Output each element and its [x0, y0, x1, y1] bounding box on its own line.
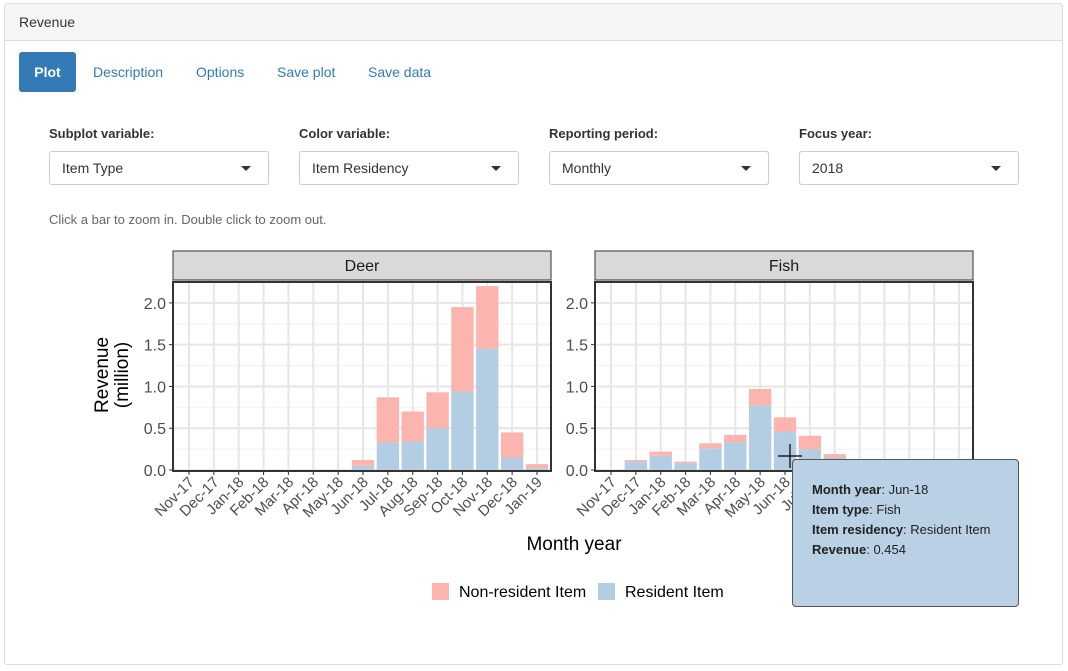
bar-resident-feb-18: [674, 463, 697, 470]
y-tick-label: 0.5: [144, 421, 166, 438]
focus-year-label: Focus year:: [799, 126, 872, 141]
reporting-period-label: Reporting period:: [549, 126, 659, 141]
bar-resident-aug-18: [401, 441, 424, 470]
y-tick-label: 0.5: [566, 421, 588, 438]
color-variable-value: Item Residency: [312, 160, 409, 176]
bar-resident-jan-18: [649, 455, 672, 470]
tooltip-residency-label: Item residency: [812, 522, 904, 537]
y-axis-title: Revenue(million): [92, 337, 133, 413]
tab-save-plot[interactable]: Save plot: [277, 64, 336, 80]
y-tick-label: 1.5: [566, 338, 588, 355]
bar-nonresident-jun-18: [773, 417, 797, 433]
y-axis-title-line: (million): [112, 342, 133, 409]
bar-resident-jan-19: [525, 468, 549, 470]
legend-swatch: [432, 583, 449, 600]
facet-fish: Fish0.00.51.01.52.0Nov-17Dec-17Jan-18Feb…: [566, 250, 974, 521]
subplot-variable-value: Item Type: [62, 160, 124, 176]
tooltip-type-value: Fish: [876, 502, 901, 517]
x-axis-title: Month year: [526, 534, 622, 555]
bar-nonresident-mar-18: [699, 443, 722, 449]
zoom-hint: Click a bar to zoom in. Double click to …: [49, 212, 327, 227]
bar-nonresident-jan-18: [649, 451, 672, 456]
y-tick-label: 2.0: [566, 296, 588, 313]
bar-resident-may-18: [748, 405, 772, 470]
reporting-period-value: Monthly: [562, 160, 612, 176]
bar-nonresident-jul-18: [376, 397, 400, 443]
bar-nonresident-jul-18: [798, 435, 822, 450]
tooltip-revenue-label: Revenue: [812, 542, 867, 557]
subplot-variable-select[interactable]: Item Type: [49, 151, 269, 185]
facet-deer: Deer0.00.51.01.52.0Nov-17Dec-17Jan-18Feb…: [144, 250, 552, 521]
facet-strip: [172, 250, 552, 281]
bar-nonresident-oct-18: [451, 307, 474, 392]
bar-resident-jun-18: [351, 465, 375, 470]
tab-plot[interactable]: Plot: [19, 52, 76, 92]
y-tick-label: 0.0: [144, 463, 166, 480]
tab-save-data[interactable]: Save data: [368, 64, 432, 80]
panel-border: [594, 281, 974, 472]
tooltip-residency-value: Resident Item: [910, 522, 991, 537]
legend-swatch: [598, 583, 615, 600]
subplot-variable-label: Subplot variable:: [49, 126, 155, 141]
caret-down-icon: [241, 166, 251, 171]
bar-resident-dec-18: [500, 457, 524, 470]
y-tick-label: 0.0: [566, 463, 588, 480]
bar-tooltip: Month year: Jun-18 Item type: Fish Item …: [792, 459, 1019, 607]
legend-label: Resident Item: [625, 584, 724, 601]
bar-nonresident-dec-18: [500, 432, 524, 458]
caret-down-icon: [491, 166, 501, 171]
facet-strip-label: Deer: [345, 258, 380, 275]
tooltip-revenue-value: 0.454: [873, 542, 906, 557]
panel-title: Revenue: [5, 4, 1062, 41]
caret-down-icon: [991, 166, 1001, 171]
bar-resident-nov-18: [476, 348, 499, 470]
facet-strip: [594, 250, 974, 281]
color-variable-select[interactable]: Item Residency: [299, 151, 519, 185]
y-tick-label: 1.0: [144, 379, 166, 396]
bar-nonresident-apr-18: [724, 434, 747, 443]
tab-options[interactable]: Options: [196, 64, 245, 80]
tooltip-revenue-line: Revenue: 0.454: [812, 542, 906, 557]
panel-border: [172, 281, 552, 472]
reporting-period-select[interactable]: Monthly: [549, 151, 769, 185]
bar-nonresident-aug-18: [823, 454, 846, 458]
bar-nonresident-nov-18: [476, 286, 499, 349]
tooltip-type-label: Item type: [812, 502, 870, 517]
bar-nonresident-may-18: [748, 388, 772, 406]
bar-resident-oct-18: [451, 391, 474, 470]
bar-resident-sep-18: [426, 428, 449, 470]
bar-nonresident-aug-18: [401, 411, 424, 442]
focus-year-value: 2018: [812, 160, 844, 176]
y-tick-label: 1.0: [566, 379, 588, 396]
bar-nonresident-jun-18: [351, 459, 375, 466]
facet-strip-label: Fish: [769, 258, 799, 275]
bar-resident-jul-18: [376, 442, 400, 470]
y-axis-title-line: Revenue: [92, 337, 113, 413]
tooltip-type-line: Item type: Fish: [812, 502, 901, 517]
bar-nonresident-jan-19: [525, 464, 549, 469]
caret-down-icon: [741, 166, 751, 171]
bar-nonresident-sep-18: [426, 392, 449, 429]
focus-year-select[interactable]: 2018: [799, 151, 1019, 185]
color-variable-label: Color variable:: [299, 126, 391, 141]
tab-description[interactable]: Description: [93, 64, 164, 80]
bar-resident-apr-18: [724, 442, 747, 470]
bar-nonresident-feb-18: [674, 461, 697, 464]
tooltip-month-label: Month year: [812, 482, 882, 497]
tooltip-month-value: Jun-18: [888, 482, 929, 497]
legend-label: Non-resident Item: [459, 584, 586, 601]
tooltip-month-line: Month year: Jun-18: [812, 482, 929, 497]
bar-nonresident-dec-17: [624, 459, 648, 462]
crosshair-cursor-icon: [778, 444, 802, 468]
bar-resident-mar-18: [699, 448, 722, 470]
legend: Non-resident Item Resident Item: [432, 583, 724, 601]
tooltip-residency-line: Item residency: Resident Item: [812, 522, 991, 537]
y-tick-label: 1.5: [144, 338, 166, 355]
bar-resident-dec-17: [624, 461, 648, 470]
y-tick-label: 2.0: [144, 296, 166, 313]
